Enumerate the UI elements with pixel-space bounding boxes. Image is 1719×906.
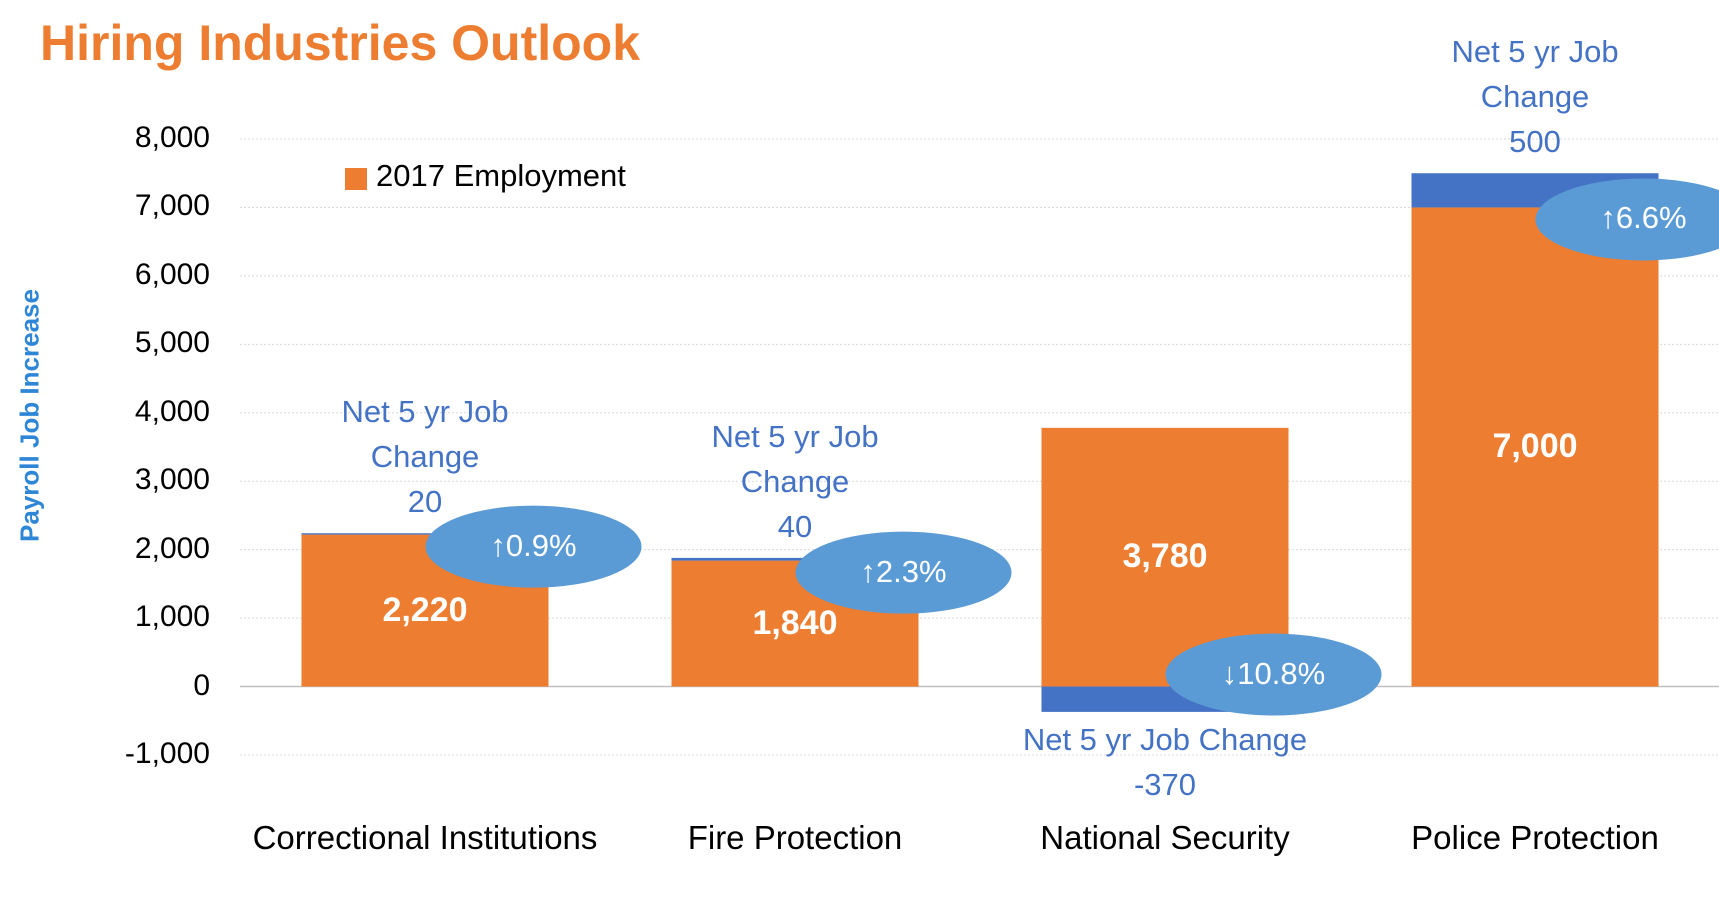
data-label: 3,780	[1122, 537, 1208, 576]
bar-segment	[1411, 207, 1659, 687]
net-change-value: 500	[1509, 124, 1561, 160]
x-tick-label: Police Protection	[1411, 819, 1659, 856]
change-bubble	[1535, 178, 1719, 261]
net-change-text: Net 5 yr Job Change	[711, 418, 879, 499]
y-tick-label: 8,000	[134, 121, 210, 154]
data-label: 1,840	[752, 603, 838, 642]
y-tick-label: 6,000	[134, 257, 210, 291]
y-tick-label: 3,000	[134, 463, 210, 497]
net-change-text: Net 5 yr Job Change	[341, 394, 509, 475]
legend-swatch	[345, 168, 367, 190]
net-change-value: 40	[777, 508, 813, 544]
y-tick-label: 2,000	[134, 531, 210, 565]
legend-label: 2017 Employment	[376, 158, 626, 193]
change-label: ↑6.6%	[1600, 200, 1687, 236]
x-tick-label: National Security	[1040, 819, 1290, 856]
bar-segment	[671, 557, 919, 561]
net-change-label: Net 5 yr Job Change 500	[1428, 30, 1643, 165]
bar-segment	[301, 533, 549, 535]
y-tick-label: 1,000	[134, 600, 210, 634]
net-change-label: Net 5 yr Job Change 40	[695, 415, 895, 550]
change-label: ↓10.8%	[1221, 655, 1326, 691]
x-tick-label: Fire Protection	[687, 819, 903, 856]
change-bubble	[425, 505, 642, 588]
data-label: 7,000	[1492, 427, 1578, 465]
net-change-text: Net 5 yr Job Change	[1022, 721, 1308, 757]
change-bubble	[795, 531, 1012, 614]
net-change-value: -370	[1133, 766, 1197, 802]
data-label: 2,220	[382, 590, 468, 629]
y-tick-label: 0	[193, 668, 210, 702]
y-tick-label: 4,000	[134, 394, 210, 428]
y-tick-label: 7,000	[134, 189, 210, 223]
net-change-text: Net 5 yr Job Change	[1451, 34, 1619, 115]
change-label: ↑0.9%	[490, 527, 577, 563]
y-tick-label: 5,000	[134, 326, 210, 360]
net-change-label: Net 5 yr Job Change 20	[318, 390, 533, 525]
net-change-label: Net 5 yr Job Change -370	[965, 718, 1365, 808]
y-tick-label: -1,000	[124, 737, 210, 770]
change-label: ↑2.3%	[860, 553, 947, 589]
chart-title: Hiring Industries Outlook	[40, 15, 641, 71]
x-tick-label: Correctional Institutions	[252, 819, 598, 856]
net-change-value: 20	[407, 484, 443, 520]
y-axis-title: Payroll Job Increase	[14, 289, 45, 542]
change-bubble	[1165, 633, 1382, 716]
